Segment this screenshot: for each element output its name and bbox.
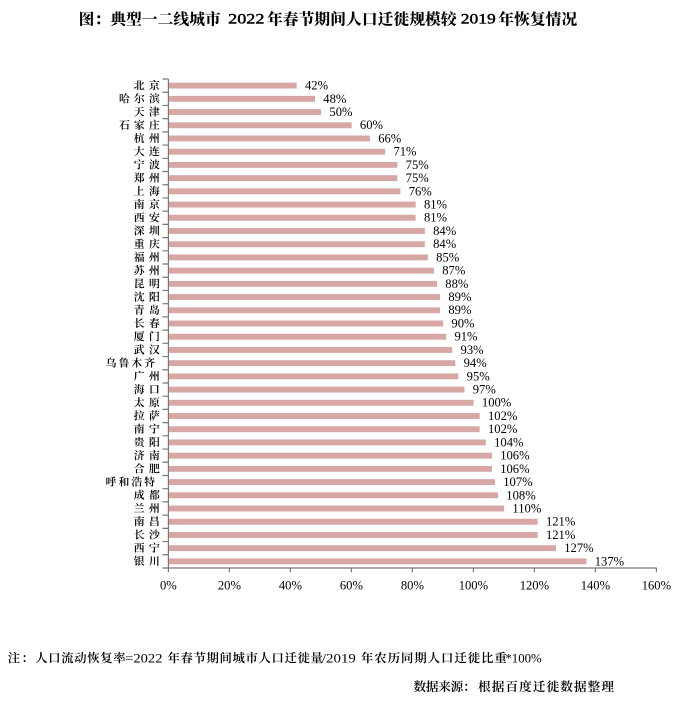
svg-text:20%: 20% [218, 579, 242, 593]
svg-text:2019: 2019 [461, 11, 496, 27]
svg-text:127%: 127% [564, 541, 594, 555]
svg-text:100%: 100% [482, 396, 512, 410]
svg-text:85%: 85% [436, 250, 460, 264]
svg-text:80%: 80% [401, 579, 425, 593]
svg-text:50%: 50% [329, 105, 353, 119]
svg-text:0%: 0% [160, 579, 177, 593]
svg-text:102%: 102% [488, 422, 518, 436]
svg-text:87%: 87% [442, 264, 466, 278]
svg-text:66%: 66% [378, 131, 402, 145]
svg-text:60%: 60% [360, 118, 384, 132]
svg-text:91%: 91% [454, 330, 478, 344]
svg-text:120%: 120% [520, 579, 550, 593]
svg-text:140%: 140% [581, 579, 611, 593]
svg-text:100%: 100% [459, 579, 489, 593]
svg-text:110%: 110% [512, 501, 541, 515]
svg-text:106%: 106% [500, 449, 530, 463]
svg-text:121%: 121% [546, 515, 576, 529]
svg-text:121%: 121% [546, 528, 576, 542]
svg-text:/2019: /2019 [322, 650, 356, 665]
svg-text:106%: 106% [500, 462, 530, 476]
svg-text:89%: 89% [448, 290, 472, 304]
svg-text:42%: 42% [305, 79, 329, 93]
svg-text:137%: 137% [595, 554, 625, 568]
svg-text:76%: 76% [409, 184, 433, 198]
svg-text:89%: 89% [448, 303, 472, 317]
svg-text:108%: 108% [506, 488, 536, 502]
svg-text:104%: 104% [494, 435, 524, 449]
svg-text:2022: 2022 [228, 11, 264, 27]
svg-text:48%: 48% [323, 92, 347, 106]
svg-text:95%: 95% [467, 369, 491, 383]
svg-text:94%: 94% [464, 356, 488, 370]
svg-text:90%: 90% [451, 316, 475, 330]
svg-text:88%: 88% [445, 277, 469, 291]
svg-text:*100%: *100% [505, 650, 541, 665]
svg-text:102%: 102% [488, 409, 518, 423]
svg-text:160%: 160% [642, 579, 672, 593]
svg-text:97%: 97% [473, 383, 497, 397]
svg-text:81%: 81% [424, 211, 448, 225]
svg-text:84%: 84% [433, 224, 457, 238]
svg-text:60%: 60% [340, 579, 364, 593]
svg-text:=2022: =2022 [125, 650, 162, 665]
svg-text:75%: 75% [406, 171, 430, 185]
svg-text:71%: 71% [393, 145, 417, 159]
svg-text:107%: 107% [503, 475, 533, 489]
svg-text:75%: 75% [406, 158, 430, 172]
svg-text:81%: 81% [424, 198, 448, 212]
svg-text:93%: 93% [461, 343, 485, 357]
svg-text:84%: 84% [433, 237, 457, 251]
svg-text:40%: 40% [279, 579, 303, 593]
